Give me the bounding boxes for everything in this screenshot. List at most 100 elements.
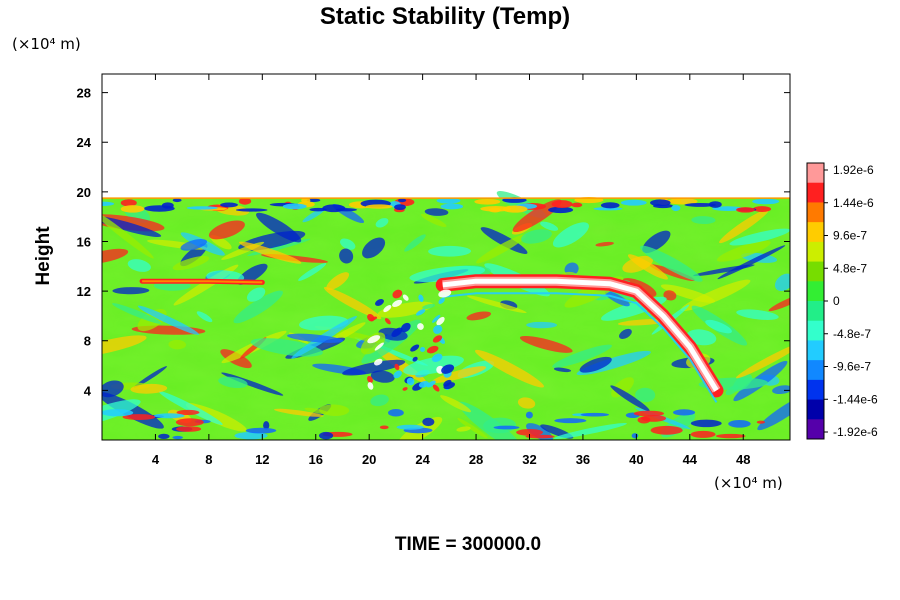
turbulent-patch [410, 344, 420, 352]
y-tick-label: 12 [77, 284, 91, 299]
edge-patch [752, 198, 780, 205]
field-patch [137, 305, 200, 335]
turbulent-patch [432, 335, 443, 343]
x-tick-label: 40 [629, 452, 643, 467]
colorbar-swatch [807, 379, 824, 401]
field-patch [457, 418, 488, 439]
edge-patch [752, 206, 772, 212]
bottom-patch [493, 425, 520, 430]
field-patch [521, 229, 552, 244]
turbulent-patch [433, 325, 443, 334]
feature-band-core [442, 278, 719, 392]
field-patch [370, 394, 389, 407]
field-patch [112, 303, 162, 324]
bottom-patch [176, 409, 200, 416]
field-patch [274, 408, 324, 417]
field-patch [466, 311, 492, 321]
x-tick-label: 16 [309, 452, 323, 467]
x-tick-label: 8 [205, 452, 212, 467]
colorbar-swatch [807, 320, 824, 341]
field-patch [298, 263, 327, 281]
y-tick-label: 28 [77, 86, 91, 101]
field-patch [729, 228, 790, 246]
field-bottom-edge [102, 408, 766, 440]
field-patch [208, 220, 245, 240]
field-patch [404, 234, 426, 252]
bottom-patch [580, 412, 610, 417]
turbulent-patch [417, 323, 424, 330]
feature-band-under [442, 292, 718, 403]
y-axis-label: Height [33, 226, 54, 286]
turbulent-patch [431, 353, 443, 362]
bottom-patch [379, 425, 389, 430]
field-patch [719, 208, 770, 244]
bottom-patch [172, 435, 183, 440]
turbulent-patch [402, 387, 408, 391]
field-patch [619, 328, 632, 339]
edge-patch [593, 207, 623, 211]
field-patch [475, 349, 544, 388]
turbulent-patch [418, 294, 424, 302]
field-patch [158, 391, 223, 425]
field-patch [553, 367, 572, 373]
bottom-patch [633, 410, 665, 417]
field-patch [736, 309, 779, 320]
bottom-patch [388, 408, 404, 417]
field-patch [420, 213, 447, 228]
field-patch [772, 385, 790, 395]
turbulent-patch [394, 363, 400, 371]
field-patch [168, 339, 187, 350]
colorbar-swatch [807, 340, 824, 361]
colorbar-label: 0 [833, 294, 840, 308]
field-top-edge [102, 197, 790, 214]
heatmap-features [139, 274, 724, 403]
turbulent-patch [392, 299, 403, 308]
turbulent-patch [383, 305, 392, 313]
x-axis: 4 8 12 16 20 24 28 32 36 40 44 48 [152, 74, 750, 467]
field-patch [627, 254, 668, 280]
bottom-patch [318, 431, 334, 440]
field-patch [102, 248, 129, 264]
field-patch [717, 245, 786, 280]
field-patch [540, 221, 559, 231]
y-tick-label: 24 [77, 135, 92, 150]
edge-patch [102, 201, 115, 206]
field-patch [466, 295, 527, 314]
x-tick-label: 32 [522, 452, 536, 467]
field-patch [517, 397, 536, 409]
bottom-patch [554, 418, 587, 424]
turbulent-patch [415, 309, 426, 316]
field-patch [340, 238, 356, 250]
colorbar-label: 4.8e-7 [833, 261, 867, 275]
field-patch [323, 287, 382, 320]
edge-patch [282, 203, 307, 210]
turbulent-patch [402, 294, 409, 301]
field-patch [640, 245, 703, 282]
colorbar-label: -1.92e-6 [833, 425, 878, 439]
y-axis-unit: (×10⁴ m) [12, 35, 81, 53]
field-patch [302, 207, 326, 223]
turbulent-patch [443, 382, 456, 390]
bottom-patch [690, 419, 722, 428]
bottom-patch [422, 417, 435, 427]
field-patch [635, 387, 656, 403]
field-patch [318, 404, 350, 416]
turbulent-patch [438, 289, 452, 298]
field-patch [246, 287, 266, 302]
edge-patch [667, 198, 698, 205]
edge-patch [322, 204, 346, 213]
turbulent-patch [391, 327, 403, 338]
field-patch [579, 356, 612, 373]
edge-patch [708, 201, 722, 208]
y-tick-label: 4 [84, 383, 92, 398]
heatmap-field [102, 190, 790, 440]
bottom-patch [690, 430, 716, 438]
bottom-patch [516, 429, 544, 436]
field-patch [339, 248, 354, 264]
bottom-patch [715, 433, 746, 439]
turbulent-patch [384, 318, 391, 325]
turbulent-patch [426, 380, 436, 388]
left-stable-layer-feature [139, 278, 265, 285]
field-patch [774, 273, 790, 292]
y-tick-label: 8 [84, 334, 91, 349]
